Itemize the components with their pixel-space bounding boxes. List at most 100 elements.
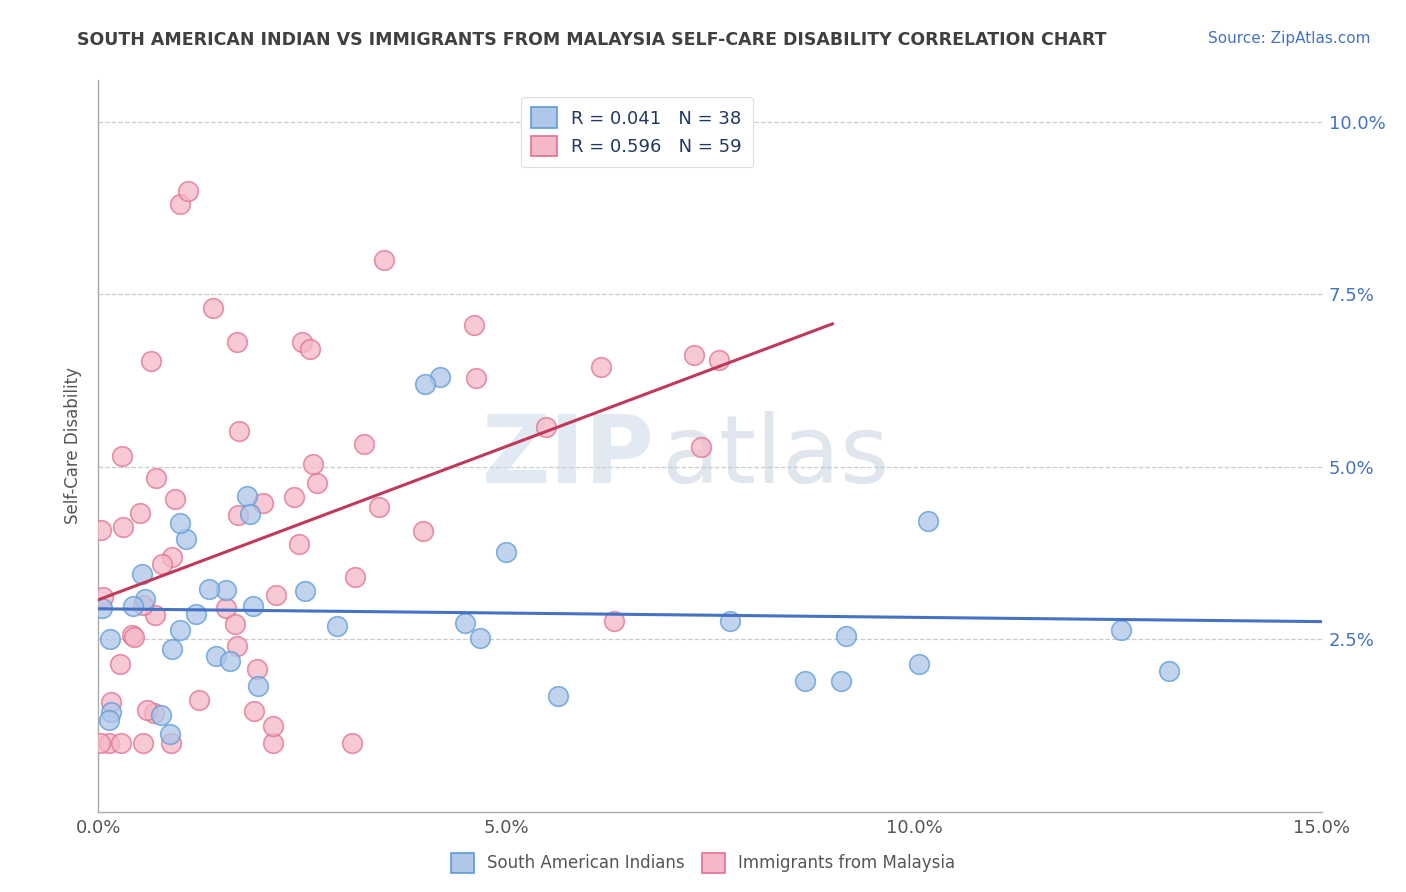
Point [100,695,122,709]
Point [690,440,713,454]
Point [707,353,730,368]
Point [283,490,305,504]
Point [132,598,155,612]
Legend: R = 0.041   N = 38, R = 0.596   N = 59: R = 0.041 N = 38, R = 0.596 N = 59 [520,96,752,167]
Text: SOUTH AMERICAN INDIAN VS IMMIGRANTS FROM MALAYSIA SELF-CARE DISABILITY CORRELATI: SOUTH AMERICAN INDIAN VS IMMIGRANTS FROM… [77,31,1107,49]
Point [122,599,145,613]
Point [325,619,347,633]
Point [682,348,704,362]
Point [121,628,143,642]
Point [412,524,434,538]
Point [201,301,224,315]
Point [239,507,262,521]
Point [215,601,238,615]
Point [100,705,122,719]
Point [186,607,208,622]
Point [150,557,173,571]
Point [468,631,491,645]
Point [169,516,191,530]
Point [536,420,558,434]
Point [342,736,364,750]
Point [224,617,246,632]
Point [214,583,236,598]
Point [108,657,131,671]
Point [1109,623,1132,637]
Point [373,252,395,267]
Point [835,629,858,643]
Text: ZIP: ZIP [482,411,655,503]
Point [1157,664,1180,678]
Point [302,457,325,471]
Point [242,704,264,718]
Point [288,537,311,551]
Point [198,582,221,596]
Point [465,371,488,385]
Point [718,615,741,629]
Point [454,616,477,631]
Point [226,335,249,350]
Point [262,736,284,750]
Point [294,584,316,599]
Point [305,475,328,490]
Point [262,719,284,733]
Point [169,623,191,637]
Point [413,376,436,391]
Point [368,500,391,514]
Point [131,566,153,581]
Point [344,569,367,583]
Point [163,491,186,506]
Point [264,588,287,602]
Point [160,736,183,750]
Point [112,520,135,534]
Point [299,343,322,357]
Point [226,508,249,523]
Point [141,354,163,368]
Point [917,514,939,528]
Point [90,523,112,537]
Point [124,630,146,644]
Point [143,608,166,623]
Point [463,318,485,332]
Point [246,662,269,676]
Point [129,506,152,520]
Point [353,436,375,450]
Point [142,706,165,720]
Point [205,649,228,664]
Point [177,184,200,198]
Point [91,600,114,615]
Point [252,496,274,510]
Point [159,727,181,741]
Point [110,449,132,463]
Point [160,550,183,565]
Point [91,590,114,604]
Point [246,679,269,693]
Point [132,736,155,750]
Point [218,654,240,668]
Point [603,614,626,628]
Text: atlas: atlas [661,411,890,503]
Point [160,642,183,657]
Point [97,736,120,750]
Point [98,713,121,727]
Point [225,639,247,653]
Point [134,592,156,607]
Point [187,693,209,707]
Point [242,599,264,613]
Point [110,736,132,750]
Point [98,632,121,646]
Y-axis label: Self-Care Disability: Self-Care Disability [65,368,83,524]
Legend: South American Indians, Immigrants from Malaysia: South American Indians, Immigrants from … [444,847,962,880]
Point [89,736,111,750]
Point [174,533,197,547]
Point [236,488,259,502]
Point [907,657,929,671]
Point [589,359,612,374]
Point [149,707,172,722]
Point [547,690,569,704]
Point [145,471,167,485]
Point [429,370,451,384]
Point [291,335,314,350]
Text: Source: ZipAtlas.com: Source: ZipAtlas.com [1208,31,1371,46]
Point [169,197,191,211]
Point [495,545,517,559]
